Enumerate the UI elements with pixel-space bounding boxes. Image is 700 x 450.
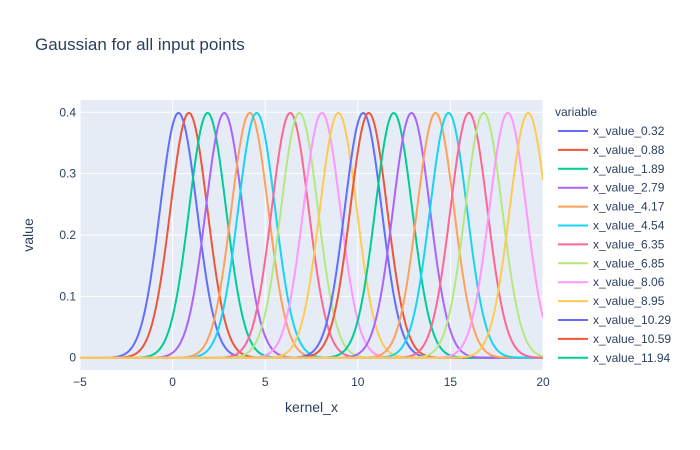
chart-title: Gaussian for all input points <box>35 35 245 54</box>
legend-item[interactable]: x_value_1.89 <box>558 162 665 176</box>
legend-item[interactable]: x_value_0.88 <box>558 143 665 157</box>
y-tick-label: 0.4 <box>59 105 76 119</box>
legend-item[interactable]: x_value_8.06 <box>558 275 665 289</box>
legend-label: x_value_8.06 <box>593 275 665 289</box>
legend-label: x_value_2.79 <box>593 181 665 195</box>
x-axis-label: kernel_x <box>285 399 338 415</box>
legend-label: x_value_1.89 <box>593 162 665 176</box>
legend-item[interactable]: x_value_4.54 <box>558 219 665 233</box>
legend-label: x_value_4.54 <box>593 219 665 233</box>
legend-label: x_value_8.95 <box>593 294 665 308</box>
legend-item[interactable]: x_value_6.85 <box>558 256 665 270</box>
legend-label: x_value_6.85 <box>593 256 665 270</box>
x-tick-label: 5 <box>262 375 269 389</box>
x-axis-ticks: −5 0 5 10 15 20 <box>73 375 550 389</box>
legend-title: variable <box>555 105 597 119</box>
y-tick-label: 0.3 <box>59 167 76 181</box>
legend: variable x_value_0.32 x_value_0.88 x_value… <box>555 105 671 365</box>
y-tick-label: 0 <box>69 351 76 365</box>
legend-label: x_value_11.94 <box>593 351 671 365</box>
x-tick-label: 15 <box>444 375 458 389</box>
y-axis-ticks: 0 0.1 0.2 0.3 0.4 <box>59 105 76 364</box>
legend-item[interactable]: x_value_4.17 <box>558 200 665 214</box>
legend-label: x_value_0.32 <box>593 124 665 138</box>
x-tick-label: 10 <box>351 375 365 389</box>
legend-label: x_value_6.35 <box>593 237 665 251</box>
legend-item[interactable]: x_value_8.95 <box>558 294 665 308</box>
y-tick-label: 0.1 <box>59 289 76 303</box>
x-tick-label: 20 <box>536 375 550 389</box>
legend-label: x_value_0.88 <box>593 143 665 157</box>
legend-label: x_value_10.29 <box>593 313 671 327</box>
x-tick-label: −5 <box>73 375 87 389</box>
legend-item[interactable]: x_value_2.79 <box>558 181 665 195</box>
y-axis-label: value <box>20 218 36 252</box>
legend-item[interactable]: x_value_6.35 <box>558 237 665 251</box>
x-tick-label: 0 <box>169 375 176 389</box>
legend-item[interactable]: x_value_10.29 <box>558 313 671 327</box>
legend-label: x_value_10.59 <box>593 332 671 346</box>
legend-item[interactable]: x_value_11.94 <box>558 351 671 365</box>
legend-item[interactable]: x_value_0.32 <box>558 124 665 138</box>
series-lines <box>80 111 543 359</box>
y-tick-label: 0.2 <box>59 228 76 242</box>
series-line <box>80 111 543 359</box>
legend-label: x_value_4.17 <box>593 200 665 214</box>
legend-item[interactable]: x_value_10.59 <box>558 332 671 346</box>
